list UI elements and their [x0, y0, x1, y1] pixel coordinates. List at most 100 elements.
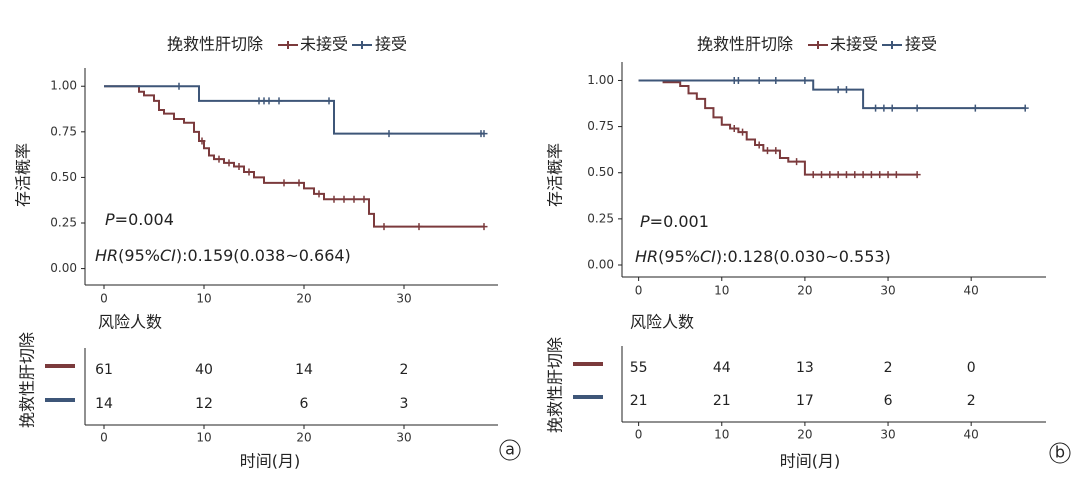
risk-count: 6 [300, 396, 309, 412]
risk-x-tick-label: 10 [196, 431, 211, 445]
y-tick-label: 0.75 [50, 124, 77, 138]
risk-x-tick-label: 0 [100, 431, 108, 445]
legend-swatch [278, 41, 298, 49]
x-tick-label: 0 [635, 284, 643, 298]
risk-x-tick-label: 30 [880, 428, 895, 442]
censor-mark [913, 104, 921, 112]
x-tick-label: 0 [100, 292, 108, 306]
y-axis-label: 存活概率 [546, 143, 565, 207]
p-part: P [105, 210, 115, 229]
censor-mark [215, 155, 223, 163]
risk-x-tick-label: 30 [396, 431, 411, 445]
y-tick-label: 1.00 [50, 79, 77, 93]
risk-count: 3 [400, 396, 409, 412]
censor-mark [235, 162, 243, 170]
censor-mark [739, 128, 747, 136]
x-tick-label: 10 [714, 284, 729, 298]
censor-mark [876, 171, 884, 179]
censor-mark [772, 147, 780, 155]
survival-curve [638, 79, 918, 176]
censor-mark [842, 171, 850, 179]
risk-count: 12 [195, 396, 213, 412]
hr-part: (95% [658, 247, 700, 266]
x-tick-label: 10 [196, 292, 211, 306]
censor-mark [325, 97, 333, 105]
risk-count: 14 [95, 396, 113, 412]
censor-mark [880, 104, 888, 112]
censor-mark [275, 97, 283, 105]
censor-mark [385, 130, 393, 138]
y-axis-label: 存活概率 [14, 143, 33, 207]
censor-mark [818, 171, 826, 179]
hr-part: ):0.128(0.030~0.553) [716, 247, 891, 266]
risk-strata-label: 挽救性肝切除 [18, 332, 37, 428]
censor-mark [245, 168, 253, 176]
censor-mark [867, 171, 875, 179]
censor-mark [851, 171, 859, 179]
p-value: P=0.004 [105, 210, 174, 229]
y-tick-label: 0.50 [587, 165, 614, 179]
censor-mark [480, 223, 488, 231]
censor-mark [734, 76, 742, 84]
x-axis-label: 时间(月) [240, 452, 301, 471]
censor-mark [755, 141, 763, 149]
censor-mark [360, 195, 368, 203]
censor-mark [809, 171, 817, 179]
censor-mark [175, 82, 183, 90]
y-tick-label: 0.25 [50, 216, 77, 230]
legend-swatch [352, 41, 372, 49]
p-part: P [640, 212, 650, 231]
risk-count: 13 [796, 360, 814, 376]
censor-mark [913, 171, 921, 179]
p-part: =0.004 [115, 210, 174, 229]
y-tick-label: 0.00 [587, 258, 614, 272]
legend-title: 挽救性肝切除 [167, 35, 263, 54]
risk-x-tick-label: 20 [797, 428, 812, 442]
x-tick-label: 40 [964, 284, 979, 298]
risk-count: 14 [295, 362, 313, 378]
risk-x-tick-label: 10 [714, 428, 729, 442]
risk-title: 风险人数 [98, 313, 162, 332]
legend-label: 未接受 [830, 35, 878, 54]
censor-mark [340, 195, 348, 203]
y-tick-label: 1.00 [587, 73, 614, 87]
panel-circle [499, 439, 521, 461]
hr-part: ):0.159(0.038~0.664) [176, 246, 351, 265]
censor-mark [872, 104, 880, 112]
risk-x-tick-label: 40 [964, 428, 979, 442]
legend-label: 接受 [905, 35, 937, 54]
survival-curve [104, 85, 484, 228]
panel-label: a [505, 440, 515, 459]
risk-count: 61 [95, 362, 113, 378]
risk-count: 44 [713, 360, 731, 376]
risk-count: 40 [195, 362, 213, 378]
y-tick-label: 0.50 [50, 170, 77, 184]
censor-mark [763, 147, 771, 155]
censor-mark [1021, 104, 1029, 112]
censor-mark [888, 104, 896, 112]
hazard-ratio: HR(95%CI):0.128(0.030~0.553) [635, 247, 891, 266]
hr-part: HR [635, 247, 658, 266]
hazard-ratio: HR(95%CI):0.159(0.038~0.664) [95, 246, 351, 265]
legend-title: 挽救性肝切除 [697, 35, 793, 54]
legend-swatch [882, 41, 902, 49]
risk-count: 21 [713, 393, 731, 409]
censor-mark [315, 190, 323, 198]
censor-mark [793, 158, 801, 166]
censor-mark [330, 195, 338, 203]
censor-mark [884, 171, 892, 179]
censor-mark [380, 223, 388, 231]
legend-label: 未接受 [300, 35, 348, 54]
risk-x-tick-label: 20 [296, 431, 311, 445]
censor-mark [892, 171, 900, 179]
hr-part: CI [700, 247, 716, 266]
censor-mark [730, 124, 738, 132]
legend-swatch [808, 41, 828, 49]
x-tick-label: 20 [797, 284, 812, 298]
censor-mark [842, 86, 850, 94]
censor-mark [826, 171, 834, 179]
p-value: P=0.001 [640, 212, 709, 231]
risk-x-tick-label: 0 [635, 428, 643, 442]
censor-mark [801, 76, 809, 84]
